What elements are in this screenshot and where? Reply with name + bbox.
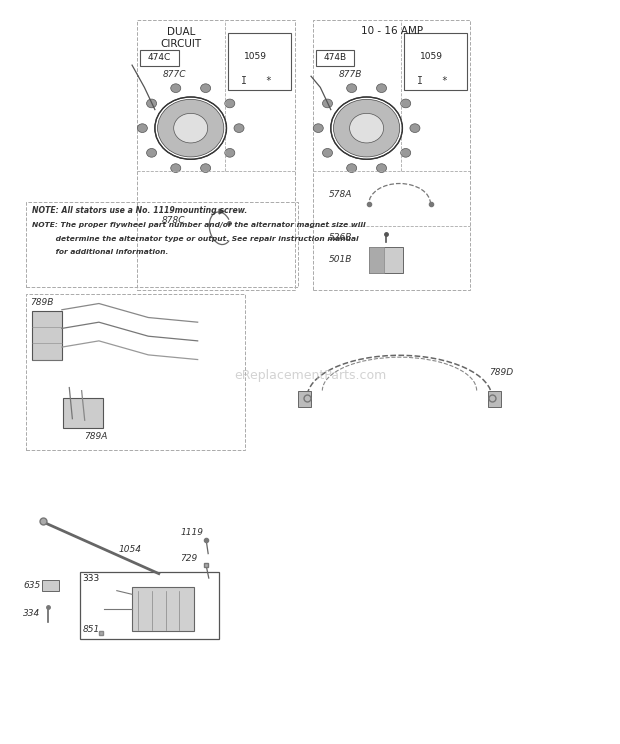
Text: I: I — [417, 76, 423, 86]
Bar — [80, 572, 219, 639]
Ellipse shape — [170, 84, 181, 92]
Bar — [32, 312, 62, 359]
Ellipse shape — [334, 100, 400, 157]
Ellipse shape — [234, 124, 244, 132]
Bar — [313, 20, 471, 290]
Ellipse shape — [401, 99, 410, 108]
Text: 501B: 501B — [329, 255, 352, 264]
Text: 1054: 1054 — [118, 545, 141, 554]
Ellipse shape — [410, 124, 420, 132]
Ellipse shape — [174, 113, 208, 143]
Text: 474C: 474C — [148, 54, 171, 62]
Bar — [140, 50, 179, 66]
Text: DUAL
CIRCUIT: DUAL CIRCUIT — [161, 28, 202, 49]
Text: 526B: 526B — [329, 233, 352, 243]
Ellipse shape — [322, 149, 332, 157]
Text: NOTE: The proper flywheel part number and/or the alternator magnet size will: NOTE: The proper flywheel part number an… — [32, 222, 366, 228]
Text: for additional information.: for additional information. — [32, 249, 169, 255]
Ellipse shape — [201, 84, 211, 92]
Bar — [26, 294, 245, 450]
Text: I: I — [241, 76, 247, 86]
Bar — [316, 50, 355, 66]
Text: 1059: 1059 — [244, 52, 267, 61]
Bar — [228, 33, 291, 90]
Text: NOTE: All stators use a No. 1119mounting screw.: NOTE: All stators use a No. 1119mounting… — [32, 206, 247, 215]
Text: 851: 851 — [83, 626, 100, 635]
Bar — [369, 247, 402, 273]
Text: 789A: 789A — [84, 432, 108, 441]
Ellipse shape — [170, 164, 181, 173]
Ellipse shape — [225, 149, 235, 157]
Text: 789D: 789D — [489, 368, 513, 376]
Ellipse shape — [157, 100, 224, 157]
Text: 635: 635 — [23, 581, 40, 590]
Text: eReplacementParts.com: eReplacementParts.com — [234, 369, 386, 382]
Text: 334: 334 — [23, 609, 40, 618]
Ellipse shape — [376, 84, 386, 92]
Ellipse shape — [347, 84, 356, 92]
Ellipse shape — [313, 124, 323, 132]
Text: 474B: 474B — [324, 54, 347, 62]
Bar — [26, 202, 298, 286]
Bar — [488, 391, 502, 407]
Bar — [298, 391, 311, 407]
Text: determine the alternator type or output. See repair instruction manual: determine the alternator type or output.… — [32, 236, 359, 242]
Ellipse shape — [401, 149, 410, 157]
Text: 729: 729 — [180, 554, 198, 563]
Bar — [137, 20, 294, 290]
Text: 333: 333 — [82, 574, 99, 583]
Ellipse shape — [347, 164, 356, 173]
Text: 878C: 878C — [162, 216, 185, 225]
Ellipse shape — [376, 164, 386, 173]
Bar — [369, 247, 384, 273]
Text: 789B: 789B — [30, 298, 54, 307]
Bar — [404, 33, 467, 90]
Text: 877C: 877C — [163, 69, 187, 79]
Text: *: * — [265, 76, 271, 86]
Ellipse shape — [138, 124, 148, 132]
Text: 578A: 578A — [329, 190, 352, 199]
Bar — [42, 580, 59, 591]
Ellipse shape — [146, 149, 157, 157]
Text: 877B: 877B — [339, 69, 362, 79]
Text: 10 - 16 AMP: 10 - 16 AMP — [361, 26, 423, 36]
Text: 1119: 1119 — [180, 528, 203, 537]
Ellipse shape — [350, 113, 384, 143]
Ellipse shape — [201, 164, 211, 173]
Ellipse shape — [146, 99, 157, 108]
Text: *: * — [441, 76, 446, 86]
Bar — [63, 398, 104, 428]
Ellipse shape — [322, 99, 332, 108]
Ellipse shape — [225, 99, 235, 108]
Bar — [132, 587, 194, 632]
Text: 1059: 1059 — [420, 52, 443, 61]
